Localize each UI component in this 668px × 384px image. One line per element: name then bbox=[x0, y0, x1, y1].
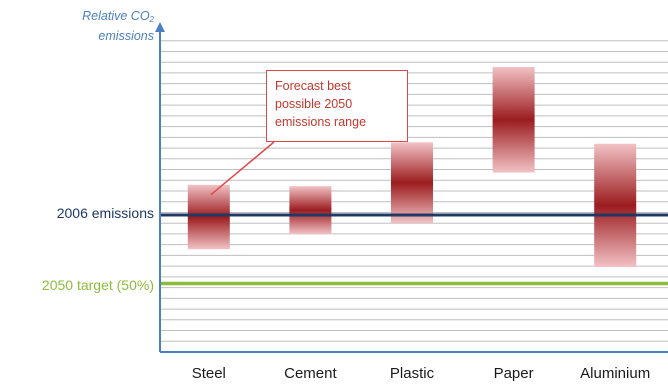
x-tick-label-plastic: Plastic bbox=[390, 365, 435, 382]
x-tick-label-steel: Steel bbox=[192, 365, 226, 382]
y-axis-arrow bbox=[155, 22, 165, 32]
x-tick-labels: Steel Cement Plastic Paper Aluminium bbox=[192, 365, 651, 382]
x-tick-label-cement: Cement bbox=[284, 365, 337, 382]
y-axis-label: Relative CO2 emissions bbox=[40, 8, 154, 45]
reference-lines bbox=[160, 213, 668, 286]
ref-label-2006-emissions: 2006 emissions bbox=[56, 205, 154, 221]
y-axis-label-tail: emissions bbox=[98, 29, 154, 43]
range-bar-cement bbox=[289, 186, 332, 235]
x-tick-label-paper: Paper bbox=[494, 365, 534, 382]
range-bar-paper bbox=[492, 66, 535, 173]
range-bar-steel bbox=[187, 184, 230, 250]
ref-label-2050-target: 2050 target (50%) bbox=[41, 277, 154, 293]
y-axis-label-subscript: 2 bbox=[149, 15, 154, 24]
range-bars bbox=[187, 66, 637, 268]
y-axis-label-main: Relative CO bbox=[82, 9, 150, 23]
axes bbox=[155, 22, 668, 353]
x-tick-label-aluminium: Aluminium bbox=[580, 365, 650, 382]
callout-line-3: emissions range bbox=[275, 115, 367, 129]
callout-pointer bbox=[210, 141, 275, 196]
forecast-callout-box: Forecast best possible 2050 emissions ra… bbox=[266, 70, 408, 142]
range-bar-plastic bbox=[391, 142, 433, 224]
range-bar-aluminium bbox=[594, 143, 637, 268]
callout-line-2: possible 2050 bbox=[275, 97, 353, 111]
callout-line-1: Forecast best bbox=[275, 79, 351, 93]
